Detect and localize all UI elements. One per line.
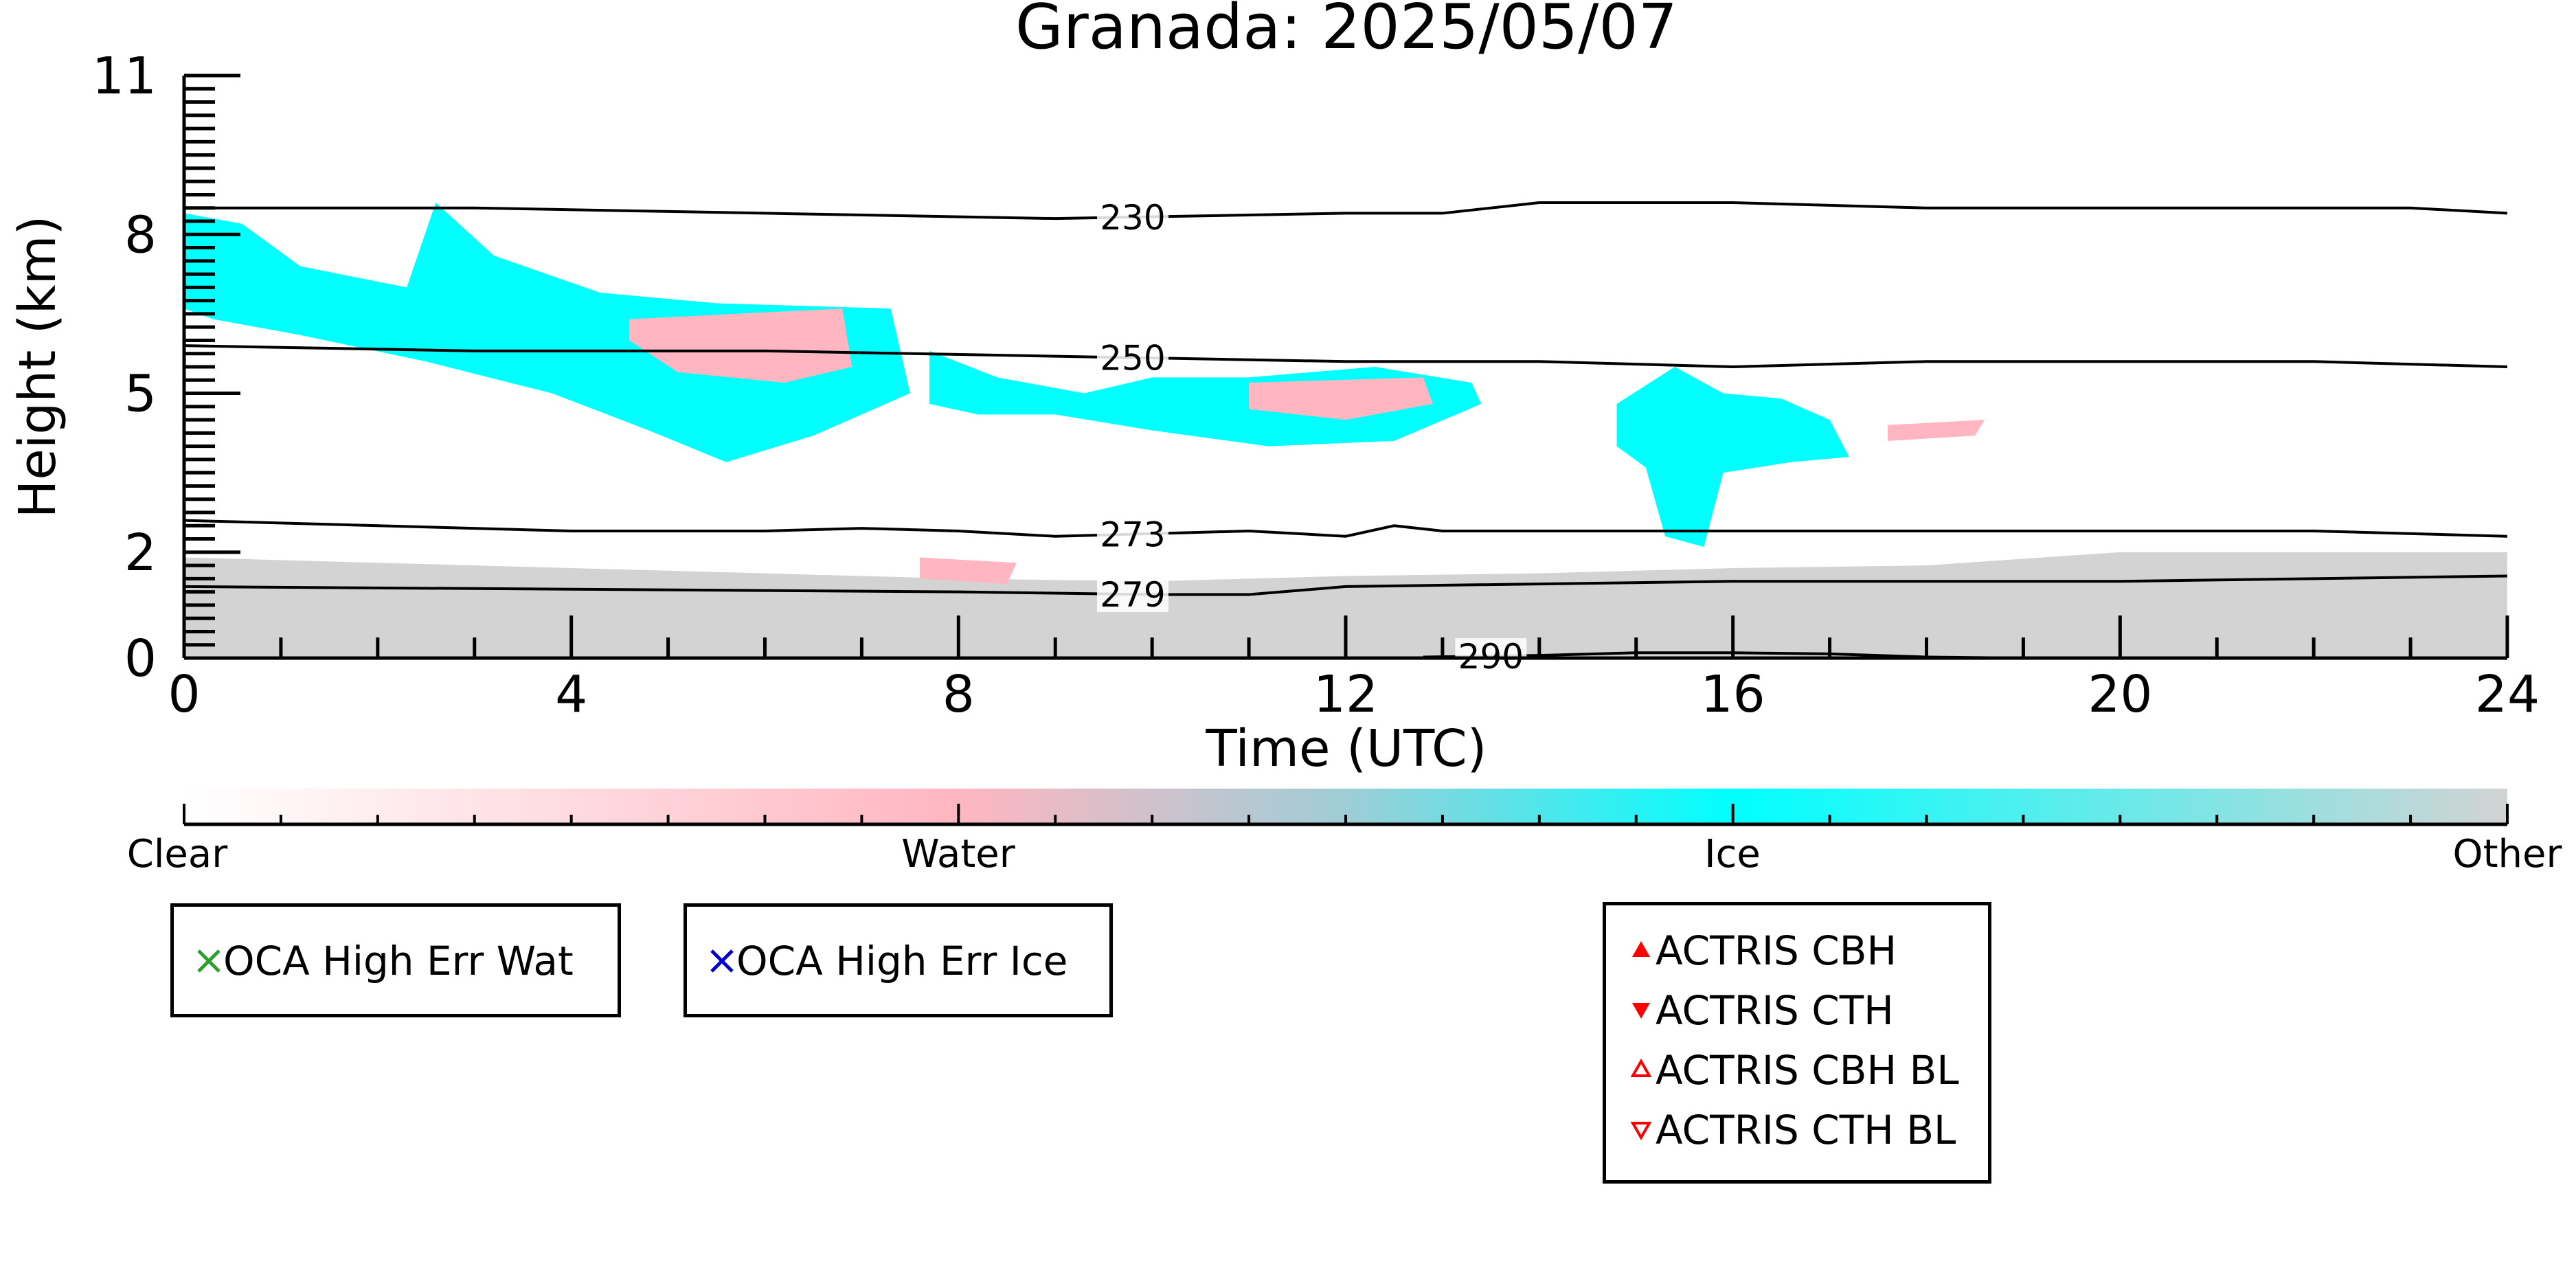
legend-item: ACTRIS CBH BL (1606, 1040, 1988, 1100)
contour-label-250: 250 (1100, 339, 1165, 379)
temperature-contours (184, 201, 2507, 658)
contour-279 (184, 574, 2507, 596)
y-tick-label: 8 (124, 205, 157, 264)
legend-oca-water: OCA High Err Wat (170, 903, 621, 1017)
green-x-marker-icon (197, 949, 221, 973)
x-tick-label: 8 (942, 665, 975, 724)
contour-label-background (1096, 199, 1168, 236)
x-tick-label: 0 (168, 665, 200, 724)
triangle-down-open-icon (1630, 1122, 1652, 1141)
classification-regions (184, 203, 2507, 658)
legend-actris: ACTRIS CBH ACTRIS CTH ACTRIS CBH BL ACTR… (1603, 902, 1991, 1184)
y-tick-label: 2 (124, 523, 157, 583)
legend-label: OCA High Err Wat (223, 938, 574, 984)
triangle-down-filled-icon (1632, 1003, 1650, 1019)
triangle-up-open-icon (1630, 1058, 1652, 1077)
contour-label-background (1096, 339, 1168, 376)
contour-230 (184, 201, 2507, 221)
contour-label-background (1455, 638, 1527, 675)
region-water (1249, 377, 1433, 420)
y-tick-label: 0 (124, 629, 157, 688)
blue-x-marker-icon (710, 949, 734, 973)
region-ice (1616, 367, 1849, 547)
legend-label: ACTRIS CTH (1656, 987, 1894, 1034)
axis-ticks: 0 4 8 12 16 20 24 0 2 5 8 11 (92, 47, 2540, 724)
triangle-up-filled-icon (1632, 941, 1650, 957)
colorbar-label-ice: Ice (1704, 832, 1761, 877)
legend-item: OCA High Err Wat (174, 931, 618, 991)
region-water (629, 308, 852, 383)
legend-label: OCA High Err Ice (736, 938, 1068, 984)
colorbar-label-water: Water (901, 832, 1016, 877)
plot-area (184, 201, 2507, 658)
colorbar-ticks (183, 804, 2509, 824)
region-other (184, 552, 2507, 658)
colorbar-label-other: Other (2452, 832, 2562, 877)
x-axis-label: Time (UTC) (1205, 719, 1487, 778)
legend-item: OCA High Err Ice (687, 931, 1109, 991)
region-ice (184, 203, 910, 462)
region-ice (929, 350, 1482, 447)
y-tick-label: 5 (124, 365, 157, 424)
contour-label-230: 230 (1100, 198, 1165, 238)
colorbar-label-clear: Clear (127, 832, 228, 877)
y-axis-label: Height (km) (8, 216, 67, 519)
contour-label-273: 273 (1100, 515, 1165, 555)
legend-label: ACTRIS CBH (1656, 927, 1897, 974)
legend-label: ACTRIS CTH BL (1656, 1107, 1956, 1153)
contour-250 (184, 344, 2507, 369)
legend-item: ACTRIS CTH (1606, 980, 1988, 1041)
x-tick-label: 12 (1313, 665, 1378, 724)
contour-273 (184, 519, 2507, 538)
legend-item: ACTRIS CTH BL (1606, 1100, 1988, 1160)
contour-label-279: 279 (1100, 575, 1165, 615)
contour-label-background (1096, 516, 1168, 552)
x-tick-label: 4 (555, 665, 587, 724)
x-tick-label: 16 (1701, 665, 1765, 724)
contour-label-background (1096, 576, 1168, 613)
legend-item: ACTRIS CBH (1606, 920, 1988, 981)
region-water (919, 557, 1017, 585)
legend-label: ACTRIS CBH BL (1656, 1047, 1959, 1094)
region-water (1888, 420, 1985, 441)
chart-title: Granada: 2025/05/07 (1015, 0, 1677, 63)
x-tick-label: 20 (2088, 665, 2152, 724)
y-tick-label: 11 (92, 47, 157, 106)
x-tick-label: 24 (2475, 665, 2540, 724)
legend-oca-ice: OCA High Err Ice (683, 903, 1113, 1017)
